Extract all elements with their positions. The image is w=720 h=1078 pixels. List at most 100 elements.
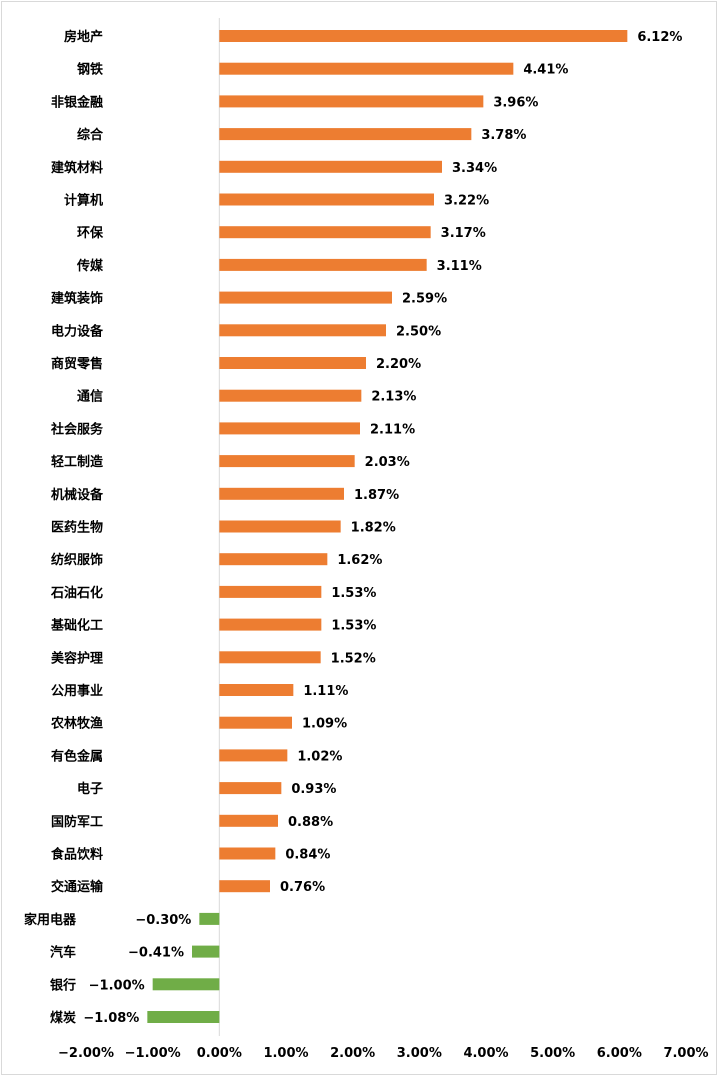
category-label: 有色金属 bbox=[51, 748, 103, 764]
x-tick-label: 7.00% bbox=[663, 1046, 708, 1061]
x-tick-label: 5.00% bbox=[530, 1046, 575, 1061]
category-label: 非银金融 bbox=[51, 94, 103, 110]
x-tick-label: 0.00% bbox=[197, 1046, 242, 1061]
bar-7 bbox=[219, 226, 431, 239]
category-label: 煤炭 bbox=[50, 1010, 76, 1026]
value-label: 4.41% bbox=[523, 63, 568, 78]
category-label: 环保 bbox=[77, 225, 104, 241]
bar-30 bbox=[152, 978, 220, 991]
bar-23 bbox=[219, 749, 288, 762]
value-label: −1.08% bbox=[83, 1011, 139, 1026]
x-tick-label: 4.00% bbox=[463, 1046, 508, 1061]
value-label: 0.88% bbox=[288, 815, 333, 830]
value-label: 1.11% bbox=[303, 684, 348, 699]
value-label: 3.96% bbox=[493, 95, 538, 110]
value-label: −0.30% bbox=[135, 913, 191, 928]
x-tick-label: −2.00% bbox=[58, 1046, 114, 1061]
value-label: 1.62% bbox=[337, 553, 382, 568]
value-label: 3.22% bbox=[444, 194, 489, 209]
category-label: 交通运输 bbox=[51, 879, 104, 895]
bar-17 bbox=[219, 553, 328, 566]
category-label: 电子 bbox=[77, 781, 103, 797]
category-label: 通信 bbox=[77, 389, 103, 405]
bar-31 bbox=[147, 1011, 220, 1023]
category-label: 食品饮料 bbox=[51, 847, 103, 863]
value-label: 2.59% bbox=[402, 292, 447, 307]
category-label: 建筑材料 bbox=[51, 160, 103, 176]
bar-9 bbox=[219, 291, 392, 304]
category-label: 纺织服饰 bbox=[51, 552, 103, 568]
category-label: 建筑装饰 bbox=[51, 291, 103, 307]
category-label: 石油石化 bbox=[50, 585, 103, 601]
bar-27 bbox=[219, 880, 270, 893]
bar-22 bbox=[219, 716, 292, 729]
category-label: 机械设备 bbox=[51, 487, 104, 503]
value-label: 1.87% bbox=[354, 488, 399, 503]
bar-8 bbox=[219, 258, 427, 271]
bar-2 bbox=[219, 62, 514, 75]
x-tick-label: 3.00% bbox=[397, 1046, 442, 1061]
bar-5 bbox=[219, 160, 442, 173]
value-label: 1.52% bbox=[331, 651, 376, 666]
value-label: 1.09% bbox=[302, 717, 347, 732]
value-label: −0.41% bbox=[128, 946, 184, 961]
bar-19 bbox=[219, 618, 322, 631]
value-label: 0.84% bbox=[285, 848, 330, 863]
x-tick-label: 1.00% bbox=[263, 1046, 308, 1061]
value-label: 6.12% bbox=[637, 30, 682, 45]
value-label: 3.17% bbox=[441, 226, 486, 241]
bar-15 bbox=[219, 487, 344, 500]
category-label: 计算机 bbox=[64, 193, 103, 209]
bar-26 bbox=[219, 847, 276, 860]
category-label: 电力设备 bbox=[51, 323, 104, 339]
bar-21 bbox=[219, 684, 294, 696]
value-label: 2.50% bbox=[396, 324, 441, 339]
category-label: 房地产 bbox=[64, 29, 103, 45]
bar-12 bbox=[219, 389, 362, 402]
bar-13 bbox=[219, 422, 360, 435]
value-label: 0.76% bbox=[280, 880, 325, 895]
bar-20 bbox=[219, 651, 321, 664]
category-label: 社会服务 bbox=[50, 421, 104, 437]
bar-4 bbox=[219, 128, 472, 141]
bar-6 bbox=[219, 193, 434, 206]
category-label: 农林牧渔 bbox=[50, 716, 103, 732]
bar-16 bbox=[219, 520, 341, 533]
bar-25 bbox=[219, 814, 278, 827]
value-label: 2.11% bbox=[370, 422, 415, 437]
bar-3 bbox=[219, 95, 484, 108]
bar-1 bbox=[219, 30, 628, 42]
category-label: 综合 bbox=[77, 127, 104, 143]
value-label: 0.93% bbox=[291, 782, 336, 797]
category-label: 传媒 bbox=[76, 258, 104, 274]
bar-24 bbox=[219, 782, 282, 795]
value-label: −1.00% bbox=[89, 978, 145, 993]
x-tick-label: −1.00% bbox=[125, 1046, 181, 1061]
value-label: 2.03% bbox=[365, 455, 410, 470]
value-label: 1.53% bbox=[331, 586, 376, 601]
bar-10 bbox=[219, 324, 386, 337]
value-label: 3.11% bbox=[437, 259, 482, 274]
category-label: 轻工制造 bbox=[51, 454, 104, 470]
value-label: 1.82% bbox=[351, 521, 396, 536]
category-label: 医药生物 bbox=[51, 520, 103, 536]
x-tick-label: 6.00% bbox=[597, 1046, 642, 1061]
value-label: 2.13% bbox=[371, 390, 416, 405]
category-label: 银行 bbox=[50, 977, 76, 993]
category-label: 汽车 bbox=[50, 945, 76, 961]
value-label: 1.02% bbox=[297, 749, 342, 764]
category-label: 商贸零售 bbox=[51, 356, 103, 372]
bar-14 bbox=[219, 455, 355, 468]
bar-11 bbox=[219, 357, 366, 369]
category-label: 家用电器 bbox=[24, 912, 77, 928]
category-label: 国防军工 bbox=[51, 814, 103, 830]
category-label: 公用事业 bbox=[51, 683, 103, 699]
value-label: 1.53% bbox=[331, 619, 376, 634]
bar-18 bbox=[219, 585, 322, 598]
x-tick-label: 2.00% bbox=[330, 1046, 375, 1061]
value-label: 3.34% bbox=[452, 161, 497, 176]
bar-28 bbox=[199, 912, 220, 925]
category-label: 基础化工 bbox=[50, 618, 103, 634]
